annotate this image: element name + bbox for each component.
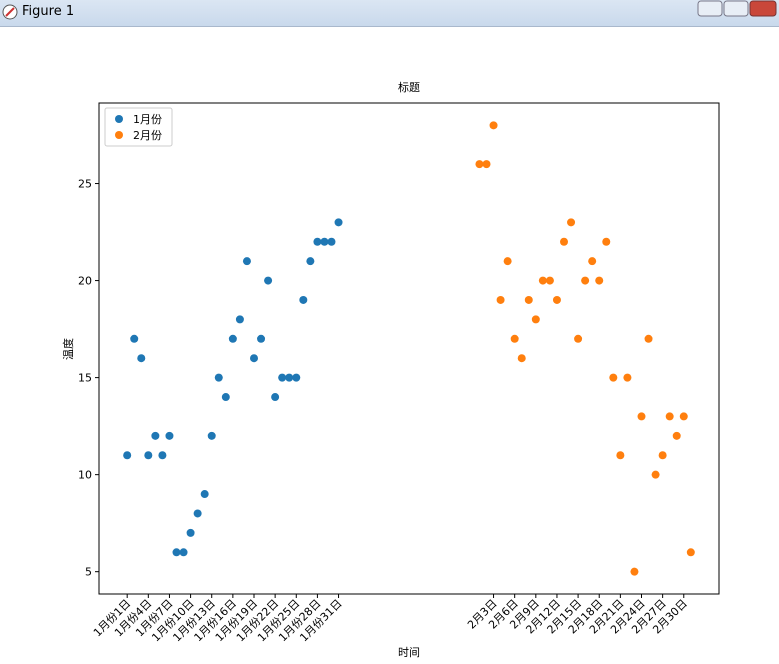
point: [545, 276, 554, 285]
point: [158, 451, 167, 460]
point: [531, 315, 540, 324]
title-bar: Figure 1: [0, 0, 779, 27]
point: [144, 451, 153, 460]
point: [651, 470, 660, 479]
point: [496, 295, 505, 304]
chart: 标题 时间 温度 5101520251月份1日1月份4日1月份7日1月份10日1…: [61, 80, 720, 659]
point: [334, 218, 343, 227]
point: [489, 121, 498, 130]
plot-area: [98, 102, 720, 595]
x-axis-label: 时间: [398, 646, 420, 659]
point: [560, 237, 568, 246]
point: [567, 218, 576, 227]
point: [285, 373, 294, 382]
point: [609, 373, 618, 382]
point: [235, 315, 244, 324]
point: [165, 431, 174, 440]
point: [278, 373, 287, 382]
point: [581, 276, 590, 285]
point: [658, 451, 667, 460]
point: [257, 334, 266, 343]
y-axis-label: 温度: [61, 338, 75, 360]
point: [503, 257, 512, 266]
window-controls[interactable]: [697, 0, 777, 20]
point: [679, 412, 688, 421]
point: [299, 295, 308, 304]
point: [482, 160, 491, 169]
point: [672, 431, 681, 440]
y-tick-label: 10: [78, 469, 92, 482]
y-tick-label: 25: [78, 178, 92, 191]
point: [630, 567, 639, 576]
legend-marker: [115, 131, 123, 139]
point: [538, 276, 547, 285]
point: [306, 257, 315, 266]
point: [327, 237, 336, 246]
point: [623, 373, 632, 382]
point: [313, 237, 322, 246]
point: [524, 295, 533, 304]
point: [250, 354, 258, 363]
point: [686, 548, 695, 557]
point: [475, 160, 484, 169]
app-icon: [2, 4, 18, 20]
point: [137, 354, 146, 363]
point: [221, 393, 230, 402]
y-tick-label: 15: [78, 372, 92, 385]
point: [510, 334, 519, 343]
point: [588, 257, 597, 266]
y-tick-label: 20: [78, 275, 92, 288]
legend-marker: [115, 115, 123, 123]
minimize-button[interactable]: [697, 0, 723, 17]
point: [200, 490, 209, 499]
point: [637, 412, 646, 421]
point: [665, 412, 674, 421]
point: [207, 431, 216, 440]
window-title: Figure 1: [22, 4, 75, 19]
maximize-button[interactable]: [723, 0, 749, 17]
point: [242, 257, 251, 266]
point: [130, 334, 139, 343]
point: [552, 295, 561, 304]
point: [602, 237, 611, 246]
point: [574, 334, 583, 343]
point: [595, 276, 604, 285]
point: [264, 276, 273, 285]
point: [517, 354, 526, 363]
point: [320, 237, 329, 246]
point: [179, 548, 188, 557]
point: [151, 431, 160, 440]
legend-label: 2月份: [133, 129, 162, 142]
y-tick-label: 5: [85, 566, 92, 579]
point: [616, 451, 625, 460]
point: [271, 393, 280, 402]
legend-label: 1月份: [133, 113, 162, 126]
point: [193, 509, 202, 518]
point: [123, 451, 132, 460]
point: [186, 528, 195, 537]
point: [172, 548, 181, 557]
point: [644, 334, 653, 343]
chart-title: 标题: [398, 80, 420, 94]
point: [292, 373, 301, 382]
close-button[interactable]: [749, 0, 777, 17]
point: [214, 373, 223, 382]
point: [228, 334, 237, 343]
